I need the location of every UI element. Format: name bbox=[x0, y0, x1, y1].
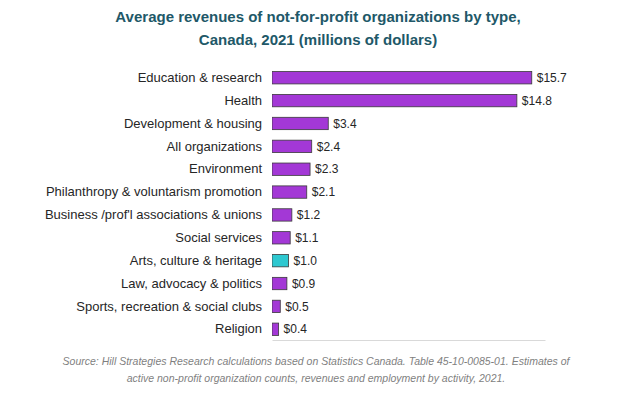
chart: Average revenues of not-for-profit organ… bbox=[0, 0, 620, 397]
source-note: active non-profit organization counts, r… bbox=[127, 372, 506, 384]
data-label: $2.4 bbox=[317, 140, 341, 154]
y-axis: Education & research Health Development & … bbox=[45, 70, 272, 337]
bar bbox=[272, 186, 307, 198]
category-label: Religion bbox=[215, 321, 262, 336]
data-label: $3.4 bbox=[333, 117, 357, 131]
y-tick: Law, advocacy & politics bbox=[121, 276, 272, 291]
y-tick: Social services bbox=[175, 230, 272, 245]
bar bbox=[272, 232, 290, 244]
data-label: $0.5 bbox=[285, 300, 309, 314]
data-label: $0.9 bbox=[292, 277, 316, 291]
bar bbox=[272, 300, 280, 312]
category-label: Sports, recreation & social clubs bbox=[76, 299, 262, 314]
bar bbox=[272, 117, 328, 129]
x-axis bbox=[273, 340, 546, 341]
bar bbox=[272, 323, 279, 335]
data-label: $2.3 bbox=[315, 162, 339, 176]
y-tick: Religion bbox=[215, 321, 272, 336]
bar bbox=[272, 254, 289, 266]
y-tick: Education & research bbox=[138, 70, 272, 85]
title: Canada, 2021 (millions of dollars) bbox=[199, 31, 437, 48]
bar bbox=[272, 209, 292, 221]
category-label: Environment bbox=[189, 161, 262, 176]
data-label: $1.0 bbox=[294, 254, 318, 268]
category-label: Health bbox=[224, 93, 262, 108]
category-label: Development & housing bbox=[124, 116, 262, 131]
y-tick: All organizations bbox=[167, 138, 272, 153]
data-label: $0.4 bbox=[284, 322, 308, 336]
title: Average revenues of not-for-profit organ… bbox=[115, 8, 520, 25]
x-axis-line bbox=[273, 340, 546, 341]
y-tick: Sports, recreation & social clubs bbox=[76, 299, 272, 314]
category-label: All organizations bbox=[167, 138, 263, 153]
y-tick: Arts, culture & heritage bbox=[130, 253, 272, 268]
data-label: $2.1 bbox=[312, 185, 336, 199]
category-label: Law, advocacy & politics bbox=[121, 276, 262, 291]
data-labels: $15.7 $14.8 $3.4 $2.4 $2.3 $2.1 $1.2 $1.1 $1.0 $0… bbox=[284, 71, 568, 337]
bar bbox=[272, 140, 312, 152]
bar bbox=[272, 72, 532, 84]
data-label: $1.2 bbox=[297, 208, 321, 222]
y-tick: Development & housing bbox=[124, 116, 272, 131]
category-label: Business /prof'l associations & unions bbox=[45, 207, 263, 222]
y-tick: Business /prof'l associations & unions bbox=[45, 207, 272, 222]
bar bbox=[272, 163, 310, 175]
y-tick: Philanthropy & voluntarism promotion bbox=[46, 184, 272, 199]
bar bbox=[272, 277, 287, 289]
data-label: $1.1 bbox=[295, 231, 319, 245]
data-label: $15.7 bbox=[537, 71, 567, 85]
y-tick: Environment bbox=[189, 161, 272, 176]
category-label: Education & research bbox=[138, 70, 262, 85]
y-tick: Health bbox=[224, 93, 272, 108]
data-label: $14.8 bbox=[522, 94, 552, 108]
bar bbox=[272, 94, 517, 106]
category-label: Arts, culture & heritage bbox=[130, 253, 262, 268]
category-label: Social services bbox=[175, 230, 262, 245]
bars bbox=[272, 72, 532, 336]
category-label: Philanthropy & voluntarism promotion bbox=[46, 184, 262, 199]
source-note: Source: Hill Strategies Research calcula… bbox=[63, 355, 571, 367]
